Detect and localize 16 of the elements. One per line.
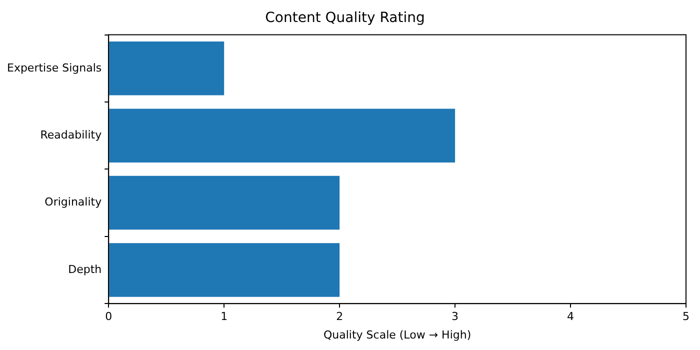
x-axis-title: Quality Scale (Low → High): [323, 328, 472, 342]
y-tick-label: Readability: [40, 128, 102, 142]
x-tick-label: 1: [220, 310, 228, 324]
bar: [109, 176, 340, 230]
x-tick-label: 0: [105, 310, 112, 324]
y-tick-label: Originality: [44, 196, 102, 209]
bar: [109, 42, 224, 96]
x-tick-label: 4: [567, 310, 574, 324]
bar: [109, 243, 340, 297]
y-tick-label: Depth: [68, 262, 102, 276]
y-tick-label: Expertise Signals: [6, 61, 102, 74]
bar: [109, 108, 456, 162]
chart-title: Content Quality Rating: [265, 10, 425, 26]
x-tick-label: 3: [452, 310, 459, 324]
x-tick-label: 2: [336, 310, 344, 324]
x-tick-label: 5: [682, 310, 690, 324]
